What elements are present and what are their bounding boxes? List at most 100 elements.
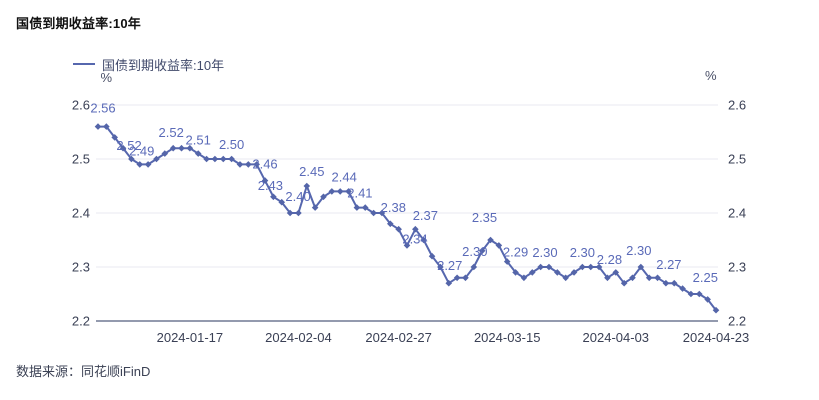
- data-point-marker: [554, 269, 561, 276]
- data-point-marker: [303, 182, 311, 190]
- x-axis-labels: 2024-01-17 2024-02-04 2024-02-27 2024-03-15…: [157, 330, 750, 345]
- data-point-marker: [370, 209, 377, 217]
- data-point-marker: [687, 290, 695, 298]
- point-value-label: 2.35: [472, 210, 497, 225]
- data-point-marker: [428, 252, 436, 260]
- x-tick-label: 2024-03-15: [474, 330, 541, 345]
- data-point-marker: [645, 274, 653, 282]
- data-point-marker: [670, 279, 678, 287]
- legend: 国债到期收益率:10年: [73, 53, 224, 74]
- point-value-label: 2.37: [413, 208, 438, 223]
- data-point-marker: [169, 144, 177, 152]
- svg-text:2.4: 2.4: [72, 206, 90, 221]
- x-tick-label: 2024-04-23: [683, 330, 750, 345]
- data-point-marker: [470, 263, 478, 271]
- data-point-marker: [654, 274, 661, 282]
- legend-label: 国债到期收益率:10年: [102, 57, 225, 73]
- point-value-label: 2.27: [656, 257, 681, 272]
- data-point-marker: [503, 258, 511, 265]
- data-point-marker: [662, 279, 670, 287]
- data-point-marker: [420, 236, 428, 244]
- data-point-marker: [537, 263, 544, 271]
- svg-text:2.4: 2.4: [728, 206, 746, 221]
- data-point-marker: [637, 263, 645, 271]
- data-point-marker: [712, 306, 720, 314]
- legend-item-yield[interactable]: 国债到期收益率:10年: [73, 55, 224, 74]
- data-point-marker: [178, 144, 185, 152]
- data-point-marker: [629, 274, 636, 282]
- point-value-label: 2.40: [285, 189, 310, 204]
- grid-lines: [96, 104, 718, 322]
- data-point-marker: [579, 263, 586, 271]
- unit-label-left: %: [100, 70, 112, 85]
- data-point-marker: [520, 274, 528, 282]
- point-value-labels: 2.562.522.492.52 2.51 2.502.462.432.402.45…: [90, 101, 718, 285]
- data-point-marker: [437, 263, 444, 271]
- x-tick-label: 2024-04-03: [583, 330, 650, 345]
- data-point-marker: [144, 161, 152, 168]
- point-value-label: 2.45: [299, 164, 324, 179]
- svg-text:2.6: 2.6: [72, 98, 90, 113]
- data-point-marker: [270, 193, 277, 201]
- data-point-marker: [119, 144, 127, 152]
- unit-label-right: %: [705, 68, 717, 83]
- point-value-label: 2.46: [252, 157, 277, 172]
- data-point-marker: [128, 155, 135, 163]
- data-point-marker: [378, 209, 386, 217]
- data-point-marker: [261, 177, 269, 184]
- point-value-label: 2.30: [626, 243, 651, 258]
- y-axis-labels-left: 2.2 2.3 2.4 2.5 2.6: [72, 98, 90, 329]
- point-value-label: 2.50: [219, 137, 244, 152]
- data-point-marker: [445, 279, 453, 287]
- data-point-marker: [295, 209, 302, 217]
- point-value-label: 2.27: [437, 258, 462, 273]
- data-point-marker: [353, 204, 361, 211]
- data-point-marker: [412, 225, 419, 233]
- data-point-marker: [495, 242, 503, 249]
- data-point-marker: [94, 123, 102, 130]
- data-point-marker: [545, 263, 553, 271]
- legend-line-swatch-icon: [73, 63, 95, 65]
- x-tick-label: 2024-02-27: [365, 330, 432, 345]
- data-point-marker: [111, 134, 119, 141]
- x-tick-label: 2024-02-04: [265, 330, 332, 345]
- data-point-marker: [345, 188, 352, 195]
- data-point-marker: [612, 269, 620, 276]
- data-point-marker: [311, 204, 319, 211]
- chart-title: 国债到期收益率:10年: [16, 16, 141, 31]
- y-axis-labels-right: 2.2 2.3 2.4 2.5 2.6: [728, 98, 746, 329]
- point-value-label: 2.52: [159, 125, 184, 140]
- data-point-marker: [478, 247, 486, 255]
- point-value-label: 2.51: [186, 133, 211, 148]
- point-value-label: 2.34: [402, 231, 427, 246]
- point-value-label: 2.52: [116, 138, 141, 153]
- data-point-marker: [361, 204, 369, 211]
- data-point-marker: [186, 144, 194, 152]
- data-point-marker: [278, 198, 286, 206]
- data-point-marker: [453, 274, 461, 282]
- point-value-label: 2.44: [332, 169, 357, 184]
- point-value-label: 2.29: [503, 244, 528, 259]
- svg-text:2.3: 2.3: [72, 260, 90, 275]
- point-value-label: 2.38: [381, 200, 406, 215]
- point-value-label: 2.30: [532, 245, 557, 260]
- data-point-marker: [604, 274, 611, 282]
- data-point-marker: [211, 155, 219, 163]
- data-point-marker: [136, 161, 144, 168]
- point-value-label: 2.41: [347, 186, 372, 201]
- data-point-marker: [595, 263, 603, 271]
- data-point-marker: [328, 188, 336, 195]
- svg-text:2.2: 2.2: [72, 314, 90, 329]
- data-point-marker: [236, 161, 244, 168]
- data-point-marker: [620, 279, 628, 287]
- svg-text:2.5: 2.5: [728, 152, 746, 167]
- x-tick-label: 2024-01-17: [157, 330, 224, 345]
- data-point-marker: [386, 220, 394, 228]
- svg-text:2.3: 2.3: [728, 260, 746, 275]
- point-value-label: 2.43: [258, 178, 283, 193]
- svg-text:2.5: 2.5: [72, 152, 90, 167]
- point-value-label: 2.28: [597, 252, 622, 267]
- data-point-marker: [395, 225, 402, 233]
